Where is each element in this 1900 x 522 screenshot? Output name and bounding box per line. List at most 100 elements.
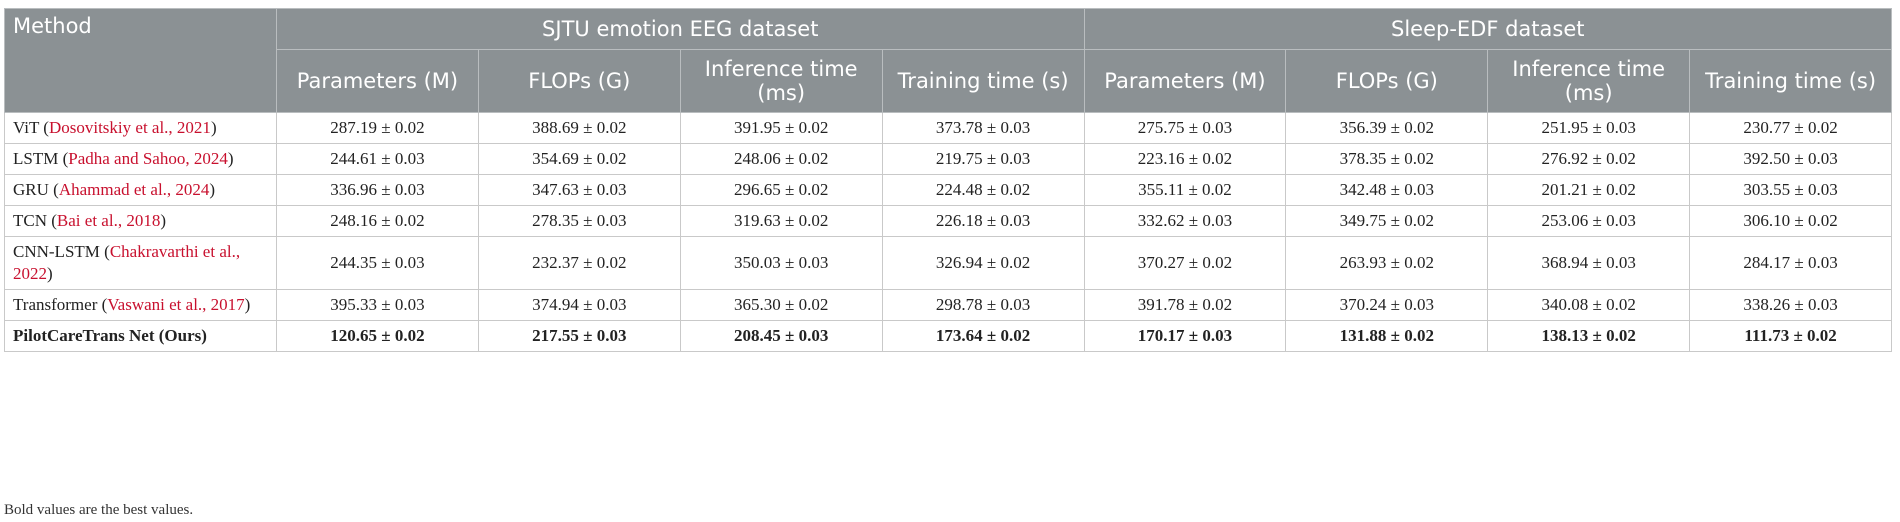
method-text: ): [227, 149, 234, 168]
group-header-row: Method SJTU emotion EEG dataset Sleep-ED…: [4, 8, 1892, 113]
column-header: Inference time (ms): [679, 49, 883, 113]
value-cell: 370.24 ± 0.03: [1285, 289, 1489, 321]
column-header: Parameters (M): [276, 49, 479, 113]
value-cell: 365.30 ± 0.02: [679, 289, 883, 321]
value-cell: 219.75 ± 0.03: [881, 143, 1085, 175]
value-cell: 378.35 ± 0.02: [1285, 143, 1489, 175]
method-text: PilotCareTrans Net (Ours): [13, 326, 207, 345]
value-cell: 230.77 ± 0.02: [1689, 112, 1892, 144]
value-cell: 391.95 ± 0.02: [679, 112, 883, 144]
value-cell: 223.16 ± 0.02: [1083, 143, 1287, 175]
table-row: GRU (Ahammad et al., 2024) 336.96 ± 0.03 3…: [4, 174, 1892, 206]
comparison-table: Method SJTU emotion EEG dataset Sleep-ED…: [4, 8, 1892, 352]
method-text: ): [210, 118, 217, 137]
footnote: Bold values are the best values.: [4, 502, 194, 518]
value-cell: 392.50 ± 0.03: [1689, 143, 1892, 175]
value-cell: 226.18 ± 0.03: [881, 205, 1085, 237]
value-cell: 370.27 ± 0.02: [1083, 236, 1287, 290]
value-cell: 248.16 ± 0.02: [276, 205, 479, 237]
value-cell: 356.39 ± 0.02: [1285, 112, 1489, 144]
value-cell: 201.21 ± 0.02: [1487, 174, 1691, 206]
value-cell: 298.78 ± 0.03: [881, 289, 1085, 321]
value-cell: 388.69 ± 0.02: [477, 112, 681, 144]
value-cell: 395.33 ± 0.03: [276, 289, 479, 321]
method-text: GRU (: [13, 180, 59, 199]
table-body: ViT (Dosovitskiy et al., 2021) 287.19 ± 0…: [4, 112, 1892, 352]
method-text: TCN (: [13, 211, 57, 230]
citation: Padha and Sahoo, 2024: [68, 149, 228, 168]
column-header: Inference time (ms): [1487, 49, 1691, 113]
value-cell: 217.55 ± 0.03: [477, 320, 681, 352]
value-cell: 303.55 ± 0.03: [1689, 174, 1892, 206]
method-cell: GRU (Ahammad et al., 2024): [4, 174, 277, 206]
value-cell: 350.03 ± 0.03: [679, 236, 883, 290]
method-text: ): [209, 180, 216, 199]
column-header: FLOPs (G): [1285, 49, 1489, 113]
value-cell: 208.45 ± 0.03: [679, 320, 883, 352]
method-text: LSTM (: [13, 149, 69, 168]
group-header: SJTU emotion EEG dataset: [276, 8, 1085, 50]
table-row: CNN-LSTM (Chakravarthi et al., 2022) 244.…: [4, 236, 1892, 290]
column-header: Training time (s): [1689, 49, 1892, 113]
group-header: Sleep-EDF dataset: [1083, 8, 1892, 50]
column-header: Training time (s): [881, 49, 1085, 113]
value-cell: 338.26 ± 0.03: [1689, 289, 1892, 321]
value-cell: 340.08 ± 0.02: [1487, 289, 1691, 321]
value-cell: 332.62 ± 0.03: [1083, 205, 1287, 237]
value-cell: 253.06 ± 0.03: [1487, 205, 1691, 237]
value-cell: 275.75 ± 0.03: [1083, 112, 1287, 144]
citation: Dosovitskiy et al., 2021: [48, 118, 211, 137]
value-cell: 287.19 ± 0.02: [276, 112, 479, 144]
value-cell: 244.61 ± 0.03: [276, 143, 479, 175]
method-text: CNN-LSTM (: [13, 242, 110, 261]
method-cell: ViT (Dosovitskiy et al., 2021): [4, 112, 277, 144]
citation: Vaswani et al., 2017: [107, 295, 245, 314]
method-cell: CNN-LSTM (Chakravarthi et al., 2022): [4, 236, 277, 290]
method-text: ): [160, 211, 166, 230]
value-cell: 368.94 ± 0.03: [1487, 236, 1691, 290]
method-header: Method: [4, 8, 277, 113]
table-row: PilotCareTrans Net (Ours) 120.65 ± 0.02 21…: [4, 320, 1892, 352]
method-cell: LSTM (Padha and Sahoo, 2024): [4, 143, 277, 175]
citation: Ahammad et al., 2024: [58, 180, 210, 199]
value-cell: 347.63 ± 0.03: [477, 174, 681, 206]
value-cell: 342.48 ± 0.03: [1285, 174, 1489, 206]
value-cell: 244.35 ± 0.03: [276, 236, 479, 290]
table-row: TCN (Bai et al., 2018) 248.16 ± 0.02 278.3…: [4, 205, 1892, 237]
value-cell: 131.88 ± 0.02: [1285, 320, 1489, 352]
citation: Bai et al., 2018: [56, 211, 161, 230]
value-cell: 251.95 ± 0.03: [1487, 112, 1691, 144]
value-cell: 374.94 ± 0.03: [477, 289, 681, 321]
value-cell: 349.75 ± 0.02: [1285, 205, 1489, 237]
value-cell: 248.06 ± 0.02: [679, 143, 883, 175]
method-text: ViT (: [13, 118, 49, 137]
method-cell: TCN (Bai et al., 2018): [4, 205, 277, 237]
value-cell: 111.73 ± 0.02: [1689, 320, 1892, 352]
value-cell: 224.48 ± 0.02: [881, 174, 1085, 206]
method-cell: Transformer (Vaswani et al., 2017): [4, 289, 277, 321]
value-cell: 373.78 ± 0.03: [881, 112, 1085, 144]
method-text: ): [47, 264, 53, 283]
value-cell: 173.64 ± 0.02: [881, 320, 1085, 352]
value-cell: 391.78 ± 0.02: [1083, 289, 1287, 321]
value-cell: 138.13 ± 0.02: [1487, 320, 1691, 352]
citation: Chakravarthi et al., 2022: [13, 242, 241, 283]
value-cell: 232.37 ± 0.02: [477, 236, 681, 290]
value-cell: 336.96 ± 0.03: [276, 174, 479, 206]
value-cell: 170.17 ± 0.03: [1083, 320, 1287, 352]
table-row: LSTM (Padha and Sahoo, 2024) 244.61 ± 0.0…: [4, 143, 1892, 175]
value-cell: 263.93 ± 0.02: [1285, 236, 1489, 290]
value-cell: 296.65 ± 0.02: [679, 174, 883, 206]
table-row: ViT (Dosovitskiy et al., 2021) 287.19 ± 0…: [4, 112, 1892, 144]
value-cell: 284.17 ± 0.03: [1689, 236, 1892, 290]
method-cell: PilotCareTrans Net (Ours): [4, 320, 277, 352]
value-cell: 276.92 ± 0.02: [1487, 143, 1691, 175]
value-cell: 326.94 ± 0.02: [881, 236, 1085, 290]
table-row: Transformer (Vaswani et al., 2017) 395.33…: [4, 289, 1892, 321]
column-header-row: Parameters (M) FLOPs (G) Inference time (m…: [5, 49, 1892, 113]
value-cell: 278.35 ± 0.03: [477, 205, 681, 237]
value-cell: 319.63 ± 0.02: [679, 205, 883, 237]
method-text: Transformer (: [13, 295, 108, 314]
value-cell: 120.65 ± 0.02: [276, 320, 479, 352]
column-header: FLOPs (G): [477, 49, 681, 113]
